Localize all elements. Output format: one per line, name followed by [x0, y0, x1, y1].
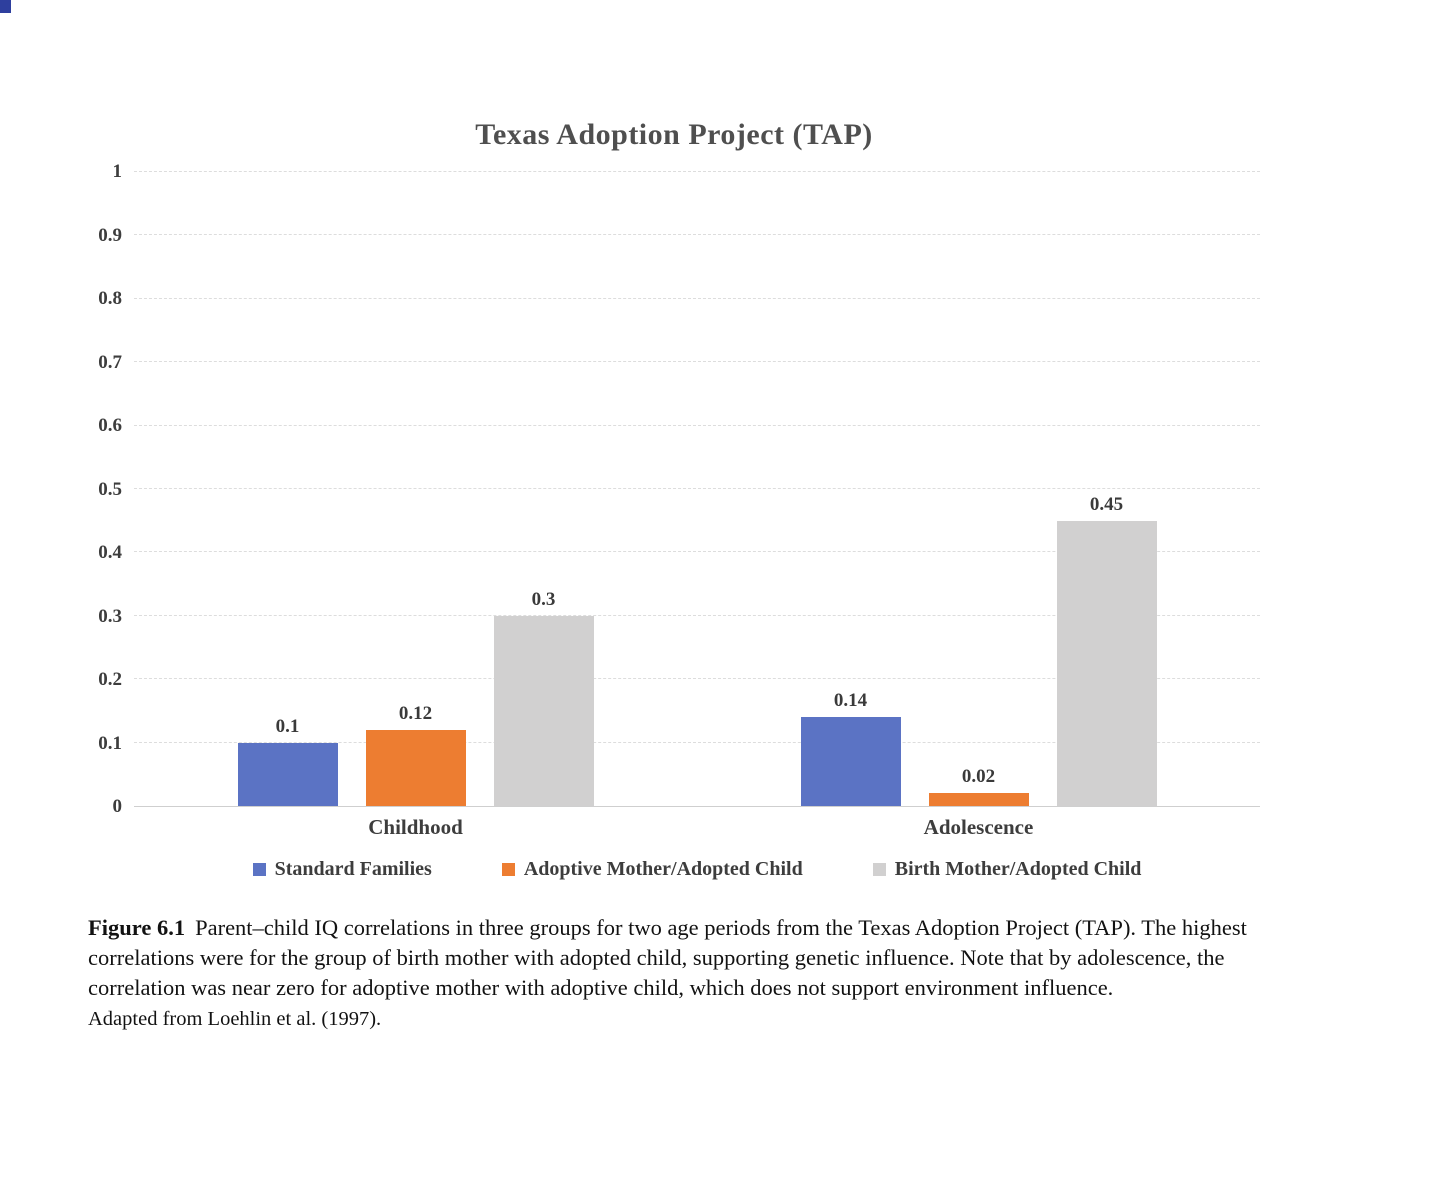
page: Texas Adoption Project (TAP) 0 0.1 0.2 0.3 0… — [88, 118, 1440, 1033]
y-axis-tick-label: 0.2 — [98, 669, 122, 690]
bar-group-adolescence: 0.14 0.02 0.45 — [697, 172, 1260, 806]
legend-swatch-icon — [252, 863, 266, 876]
bar-cell-standard-families-adolescence: 0.14 — [800, 172, 901, 806]
y-axis-tick-label: 0.9 — [98, 224, 122, 246]
gridlines — [134, 171, 1260, 806]
gridline — [134, 234, 1260, 236]
scan-artifact — [0, 0, 11, 13]
legend-swatch-icon — [872, 863, 886, 876]
bar-adoptive-mother-adopted-child-adolescence — [928, 793, 1029, 806]
plot-area: 0.1 0.12 0.3 0.14 0.02 0.45 — [134, 171, 1260, 807]
legend-label: Birth Mother/Adopted Child — [894, 858, 1142, 880]
gridline — [134, 741, 1260, 743]
legend: Standard Families Adoptive Mother/Adopted… — [134, 858, 1260, 881]
bar-value-label: 0.02 — [961, 766, 996, 788]
y-axis-tick-label: 0.5 — [98, 478, 122, 500]
x-axis-label-childhood: Childhood — [368, 815, 463, 839]
y-axis-tick-label: 0.6 — [98, 415, 122, 436]
bar-birth-mother-adopted-child-adolescence — [1056, 520, 1157, 806]
figure-caption: Figure 6.1 Parent–child IQ correlations i… — [88, 913, 1260, 1033]
bar-chart: Texas Adoption Project (TAP) 0 0.1 0.2 0.3 0… — [88, 118, 1260, 881]
gridline — [134, 297, 1260, 299]
bar-value-label: 0.1 — [275, 715, 300, 737]
bar-value-label: 0.12 — [398, 702, 433, 724]
bar-cell-adoptive-mother-adopted-child-childhood: 0.12 — [365, 172, 466, 806]
bar-cell-adoptive-mother-adopted-child-adolescence: 0.02 — [928, 172, 1029, 806]
legend-item-adoptive-mother-adopted-child: Adoptive Mother/Adopted Child — [501, 858, 803, 881]
bar-adoptive-mother-adopted-child-childhood — [365, 729, 466, 806]
y-axis-tick-label: 1 — [112, 161, 123, 182]
gridline — [134, 614, 1260, 616]
figure-label: Figure 6.1 — [88, 915, 186, 940]
bar-cell-standard-families-childhood: 0.1 — [237, 172, 338, 806]
x-axis-labels: Childhood Adolescence — [134, 815, 1260, 840]
legend-swatch-icon — [501, 863, 515, 876]
bar-standard-families-adolescence — [800, 717, 901, 806]
plot-wrap: 0 0.1 0.2 0.3 0.4 0.5 0.6 0.7 0.8 0.9 1 0.1 0.12 0.3… — [88, 161, 1260, 817]
chart-title: Texas Adoption Project (TAP) — [475, 118, 873, 151]
gridline — [134, 678, 1260, 680]
bar-group-childhood: 0.1 0.12 0.3 — [134, 172, 697, 806]
y-axis: 0 0.1 0.2 0.3 0.4 0.5 0.6 0.7 0.8 0.9 1 — [88, 161, 134, 817]
y-axis-tick-label: 0.1 — [98, 732, 122, 754]
gridline — [134, 488, 1260, 489]
y-axis-tick-label: 0.4 — [98, 542, 122, 563]
legend-item-standard-families: Standard Families — [252, 858, 432, 881]
bar-standard-families-childhood — [237, 742, 338, 806]
bar-groups: 0.1 0.12 0.3 0.14 0.02 0.45 — [134, 172, 1260, 806]
bar-value-label: 0.45 — [1089, 493, 1124, 515]
y-axis-tick-label: 0.3 — [98, 605, 122, 627]
bar-birth-mother-adopted-child-childhood — [493, 615, 594, 806]
bar-cell-birth-mother-adopted-child-adolescence: 0.45 — [1056, 172, 1157, 806]
bar-value-label: 0.3 — [531, 588, 556, 610]
figure-6-1: Texas Adoption Project (TAP) 0 0.1 0.2 0.3 0… — [88, 118, 1440, 1033]
y-axis-tick-label: 0.8 — [98, 288, 122, 309]
y-axis-tick-label: 0.7 — [98, 351, 122, 373]
y-axis-tick-label: 0 — [112, 796, 123, 817]
legend-item-birth-mother-adopted-child: Birth Mother/Adopted Child — [872, 858, 1142, 881]
caption-source: Adapted from Loehlin et al. (1997). — [88, 1007, 382, 1030]
gridline — [134, 361, 1260, 363]
legend-label: Standard Families — [274, 858, 432, 880]
bar-cell-birth-mother-adopted-child-childhood: 0.3 — [493, 172, 594, 806]
caption-text: Parent–child IQ correlations in three gr… — [88, 915, 1247, 1000]
gridline — [134, 551, 1260, 553]
x-axis-label-adolescence: Adolescence — [923, 815, 1034, 839]
gridline — [134, 171, 1260, 172]
gridline — [134, 424, 1260, 426]
legend-label: Adoptive Mother/Adopted Child — [523, 858, 803, 880]
bar-value-label: 0.14 — [833, 690, 868, 712]
